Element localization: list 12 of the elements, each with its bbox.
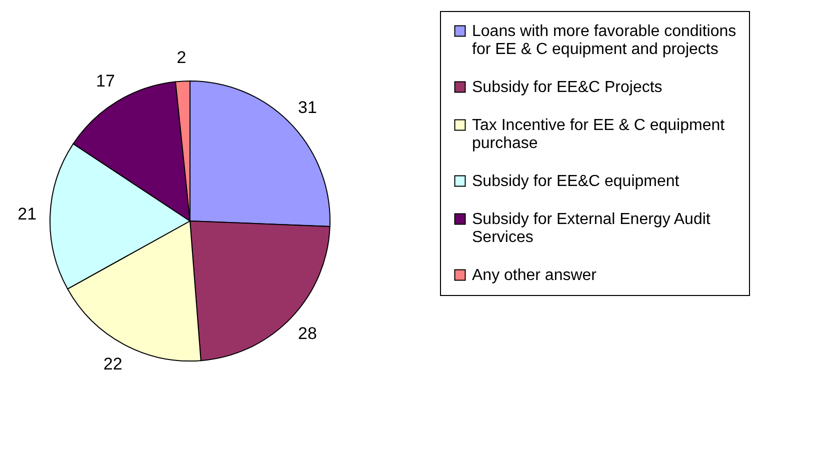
legend-label: Any other answer bbox=[472, 267, 598, 284]
data-label: 22 bbox=[103, 354, 122, 374]
data-label: 2 bbox=[176, 48, 186, 68]
legend-label: Subsidy for External Energy Audit Services bbox=[472, 211, 711, 246]
legend-label: Subsidy for EE&C Projects bbox=[472, 79, 662, 96]
legend-label: Tax Incentive for EE & C equipment purchase bbox=[472, 117, 726, 152]
data-label: 17 bbox=[96, 72, 115, 91]
legend-label: Subsidy for EE&C equipment bbox=[472, 173, 680, 190]
data-label: 28 bbox=[298, 324, 317, 343]
legend-label: Loans with more favorable conditions for EE & C equipment and projects bbox=[472, 23, 736, 58]
data-label: 31 bbox=[298, 98, 317, 118]
data-label: 21 bbox=[18, 204, 37, 224]
